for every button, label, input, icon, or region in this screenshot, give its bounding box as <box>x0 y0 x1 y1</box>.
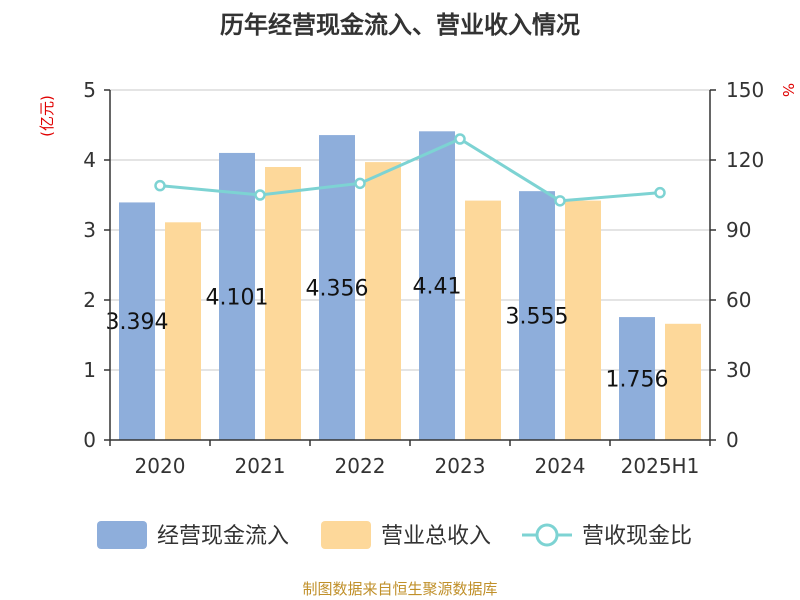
data-label-cashflow: 4.101 <box>206 285 269 310</box>
legend-label-revenue: 营业总收入 <box>381 524 491 549</box>
y-left-tick-label: 0 <box>83 428 96 452</box>
grid-lines <box>110 89 710 371</box>
point-ratio <box>554 195 566 207</box>
bar-revenue <box>665 323 701 440</box>
data-label-cashflow: 1.756 <box>606 368 669 393</box>
bar-cashflow <box>619 317 655 440</box>
y-right-tick-label: 60 <box>726 288 751 312</box>
bars <box>119 131 701 441</box>
point-ratio <box>254 189 266 201</box>
line-series <box>154 133 666 207</box>
data-label-cashflow: 4.41 <box>413 275 462 300</box>
x-tick-label: 2025H1 <box>621 454 700 478</box>
line-ratio <box>159 137 661 203</box>
bar-cashflow <box>119 202 155 440</box>
point-ratio <box>154 179 166 192</box>
legend: 经营现金流入 营业总收入 营收现金比 <box>97 521 692 549</box>
legend-label-ratio: 营收现金比 <box>582 524 692 549</box>
bar-revenue <box>165 222 201 440</box>
legend-swatch-ratio-marker <box>535 523 559 547</box>
bar-revenue <box>265 167 301 440</box>
chart-title: 历年经营现金流入、营业收入情况 <box>220 11 580 39</box>
bar-cashflow <box>419 131 455 441</box>
y-right-unit: % <box>779 83 797 97</box>
y-right-tick-label: 120 <box>726 148 764 172</box>
point-ratio <box>454 133 466 145</box>
y-left-tick-label: 2 <box>83 288 96 312</box>
y-left-tick-label: 1 <box>83 358 96 382</box>
y-right-tick-label: 30 <box>726 358 751 382</box>
x-tick-label: 2020 <box>135 454 186 478</box>
x-tick-label: 2021 <box>235 454 286 478</box>
y-left-tick-label: 5 <box>83 78 96 102</box>
y-right-tick-label: 150 <box>726 78 764 102</box>
bar-revenue <box>465 200 501 440</box>
data-labels: 3.394 4.101 4.356 4.41 3.555 1.756 <box>106 275 669 393</box>
bar-cashflow <box>219 152 255 440</box>
axes: 0 1 2 3 4 5 0 30 60 90 120 150 2020 2021 2022 2023 2024 2… <box>83 78 764 478</box>
data-label-cashflow: 4.356 <box>306 277 369 302</box>
y-left-unit: (亿元) <box>38 95 56 137</box>
legend-swatch-cashflow <box>97 521 147 549</box>
point-ratio <box>354 177 366 190</box>
x-tick-label: 2023 <box>435 454 486 478</box>
source-note: 制图数据来自恒生聚源数据库 <box>302 580 497 598</box>
legend-label-cashflow: 经营现金流入 <box>157 524 289 549</box>
data-label-cashflow: 3.555 <box>506 305 569 330</box>
x-tick-label: 2024 <box>535 454 586 478</box>
y-right-tick-label: 0 <box>726 428 739 452</box>
bar-cashflow <box>519 191 555 440</box>
bar-revenue <box>365 162 401 440</box>
data-label-cashflow: 3.394 <box>106 310 169 335</box>
y-left-tick-label: 4 <box>83 148 96 172</box>
point-ratio <box>654 186 666 199</box>
legend-swatch-revenue <box>321 521 371 549</box>
y-left-tick-label: 3 <box>83 218 96 242</box>
bar-revenue <box>565 200 601 440</box>
x-tick-label: 2022 <box>335 454 386 478</box>
y-right-tick-label: 90 <box>726 218 751 242</box>
